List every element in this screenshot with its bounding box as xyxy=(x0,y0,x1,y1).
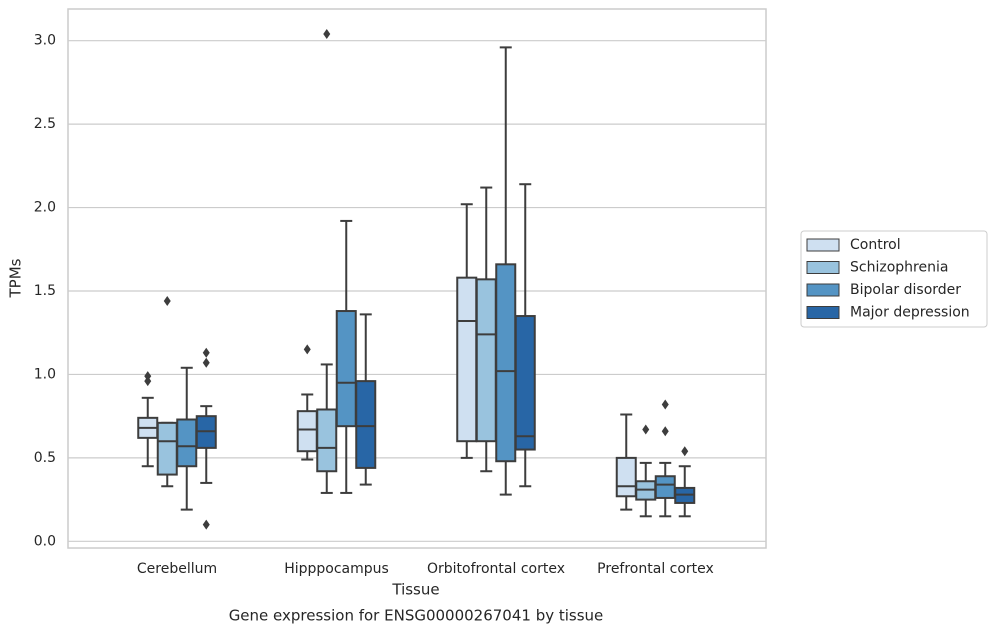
box xyxy=(456,276,478,443)
y-axis-label: TPMs xyxy=(7,258,25,298)
y-tick-label: 2.0 xyxy=(34,200,56,216)
legend-swatch xyxy=(806,238,840,252)
outlier xyxy=(303,344,311,355)
chart-title: Gene expression for ENSG00000267041 by t… xyxy=(229,607,604,625)
box xyxy=(296,410,318,453)
y-tick-label: 0.0 xyxy=(34,533,56,549)
outlier xyxy=(661,399,669,410)
x-tick-label: Orbitofrontal cortex xyxy=(427,561,565,577)
legend-label: Schizophrenia xyxy=(850,260,948,276)
x-axis-label: Tissue xyxy=(391,581,439,599)
outlier xyxy=(163,296,171,307)
outlier xyxy=(144,376,152,387)
box xyxy=(654,475,676,499)
outlier xyxy=(202,519,210,530)
y-tick-label: 2.5 xyxy=(34,116,56,132)
outlier xyxy=(323,29,331,40)
legend-label: Control xyxy=(850,237,901,253)
legend-label: Bipolar disorder xyxy=(850,282,961,298)
y-tick-label: 0.5 xyxy=(34,450,56,466)
box xyxy=(335,310,357,428)
legend-swatch xyxy=(806,306,840,319)
outlier xyxy=(642,424,650,435)
box xyxy=(495,263,517,463)
box xyxy=(514,315,536,451)
x-tick-label: Hipppocampus xyxy=(284,561,389,577)
y-tick-label: 1.0 xyxy=(34,366,56,382)
box xyxy=(156,421,178,476)
outlier xyxy=(202,347,210,358)
outlier xyxy=(144,371,152,382)
y-tick-label: 3.0 xyxy=(34,33,56,49)
legend-label: Major depression xyxy=(850,305,970,321)
box xyxy=(475,278,497,443)
legend xyxy=(800,230,988,328)
legend-swatch xyxy=(806,261,840,274)
box xyxy=(355,380,377,469)
x-tick-label: Cerebellum xyxy=(137,561,217,577)
outlier xyxy=(661,426,669,437)
y-tick-label: 1.5 xyxy=(34,283,56,299)
legend-swatch xyxy=(806,283,840,297)
box xyxy=(316,408,338,473)
outlier xyxy=(202,357,210,368)
x-tick-label: Prefrontal cortex xyxy=(597,561,714,577)
outlier xyxy=(681,446,689,457)
box xyxy=(615,456,637,498)
box xyxy=(176,418,198,468)
